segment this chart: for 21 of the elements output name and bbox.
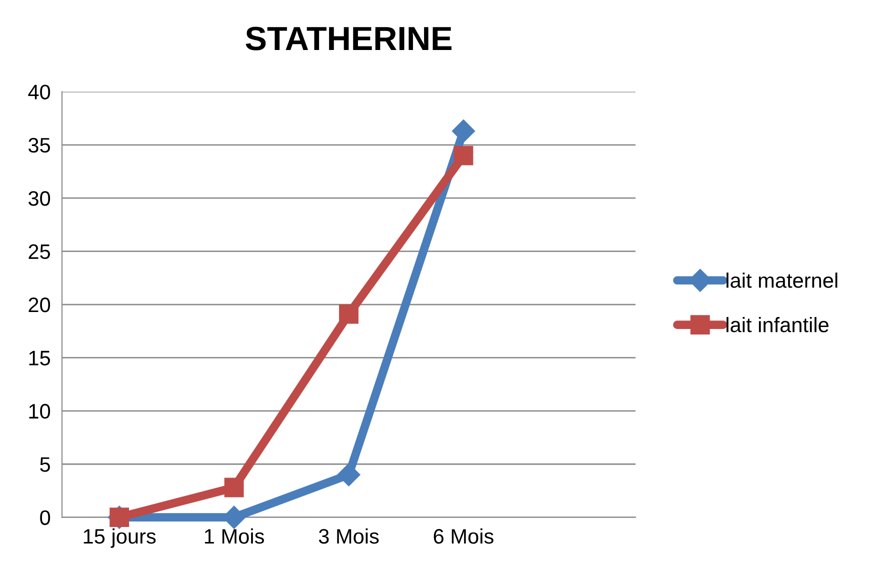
- legend-label: lait maternel: [726, 272, 838, 288]
- x-tick-label: 15 jours: [84, 528, 156, 548]
- y-tick-label: 20: [28, 298, 50, 312]
- chart-title: STATHERINE: [246, 26, 452, 50]
- y-tick-label: 40: [28, 84, 50, 100]
- y-tick-label: 15: [29, 350, 50, 366]
- y-tick-label: 0: [40, 510, 50, 526]
- x-tick-label: 3 Mois: [318, 528, 379, 544]
- y-tick-label: 5: [40, 457, 50, 472]
- y-tick-label: 30: [28, 191, 50, 206]
- point: [224, 478, 244, 498]
- point: [339, 304, 358, 324]
- point: [452, 120, 475, 143]
- y-tick-label: 35: [28, 138, 50, 153]
- point: [337, 463, 360, 486]
- y-tick-label: 10: [29, 404, 50, 419]
- y-tick-label: 25: [28, 244, 50, 260]
- point: [454, 146, 474, 166]
- x-tick-label: 6 Mois: [434, 528, 494, 544]
- legend-label: lait infantile: [726, 317, 828, 332]
- x-tick-label: 1 Mois: [204, 528, 264, 544]
